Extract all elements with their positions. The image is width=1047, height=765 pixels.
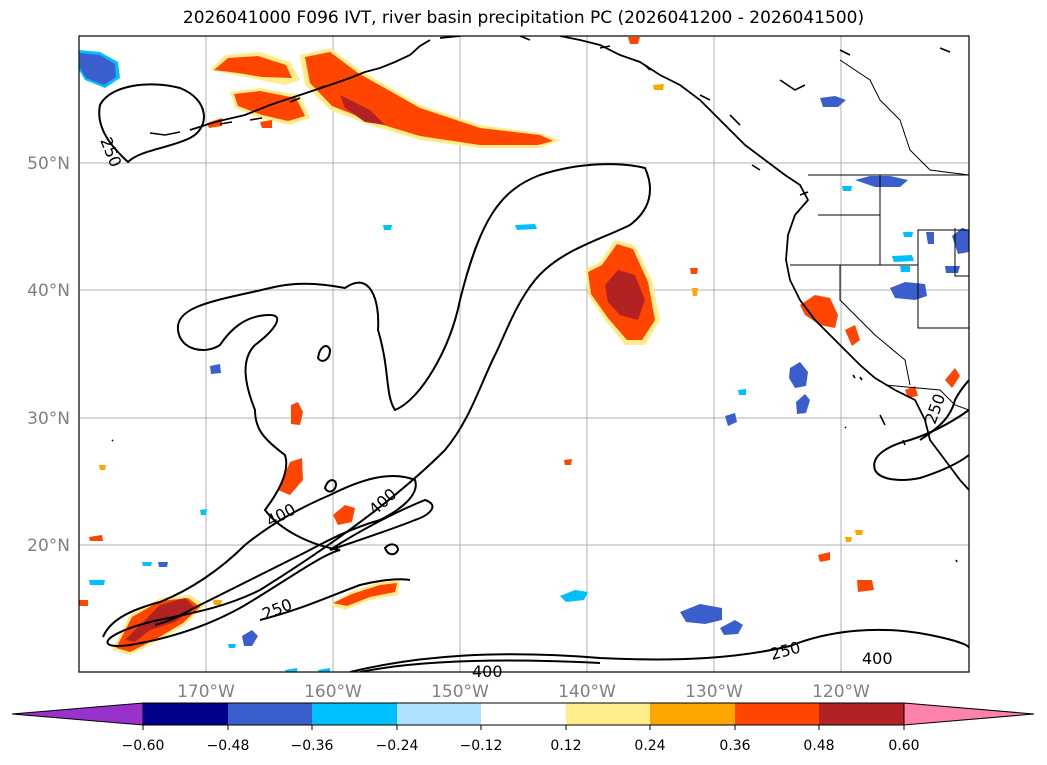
lon-tick: 120°W [812, 682, 870, 702]
latitude-ticks: 50°N 40°N 30°N 20°N [27, 154, 70, 556]
lat-tick: 40°N [27, 281, 70, 301]
colorbar-tick: 0.48 [803, 738, 834, 754]
lat-tick: 50°N [27, 154, 70, 174]
positive-anomaly-regions [79, 37, 960, 655]
colorbar-frame [142, 702, 905, 726]
colorbar-tick: 0.24 [634, 738, 665, 754]
colorbar-swatch [650, 703, 735, 725]
lat-tick: 30°N [27, 409, 70, 429]
colorbar-tick: 0.12 [550, 738, 581, 754]
lon-tick: 130°W [685, 682, 743, 702]
colorbar-extend-high [903, 702, 1035, 726]
colorbar-swatch [228, 703, 312, 725]
colorbar-swatch [735, 703, 819, 725]
colorbar-tick: −0.48 [207, 738, 250, 754]
contour-label: 250 [768, 638, 802, 664]
colorbar-tick: −0.12 [460, 738, 503, 754]
colorbar-swatch [143, 703, 228, 725]
gridlines [79, 36, 969, 672]
contour-label: 250 [259, 595, 294, 624]
colorbar-tick: −0.60 [122, 738, 165, 754]
longitude-ticks: 170°W 160°W 150°W 140°W 130°W 120°W [177, 682, 870, 702]
contour-label: 400 [862, 649, 893, 668]
colorbar-tick: −0.24 [376, 738, 419, 754]
colorbar: −0.60 −0.48 −0.36 −0.24 −0.12 0.12 0.24 … [11, 702, 1035, 754]
colorbar-extend-low [11, 702, 144, 726]
coastlines [111, 36, 969, 563]
map-frame [78, 35, 970, 673]
colorbar-swatch [566, 703, 650, 725]
ivt-contours [98, 83, 969, 672]
contour-label: 250 [96, 134, 125, 169]
lat-tick: 20°N [27, 536, 70, 556]
lon-tick: 140°W [558, 682, 616, 702]
colorbar-swatch [312, 703, 397, 725]
map-title: 2026041000 F096 IVT, river basin precipi… [182, 8, 865, 28]
lon-tick: 150°W [431, 682, 489, 702]
contour-label-group: 250 400 400 250 250 400 400 250 [96, 134, 949, 681]
contour-label: 400 [472, 662, 503, 681]
colorbar-swatch [397, 703, 481, 725]
colorbar-swatch [481, 703, 566, 725]
lon-tick: 160°W [304, 682, 362, 702]
lon-tick: 170°W [177, 682, 235, 702]
colorbar-tick: −0.36 [291, 738, 334, 754]
colorbar-tick: 0.60 [888, 738, 919, 754]
colorbar-tick: 0.36 [719, 738, 750, 754]
colorbar-swatch [819, 703, 904, 725]
